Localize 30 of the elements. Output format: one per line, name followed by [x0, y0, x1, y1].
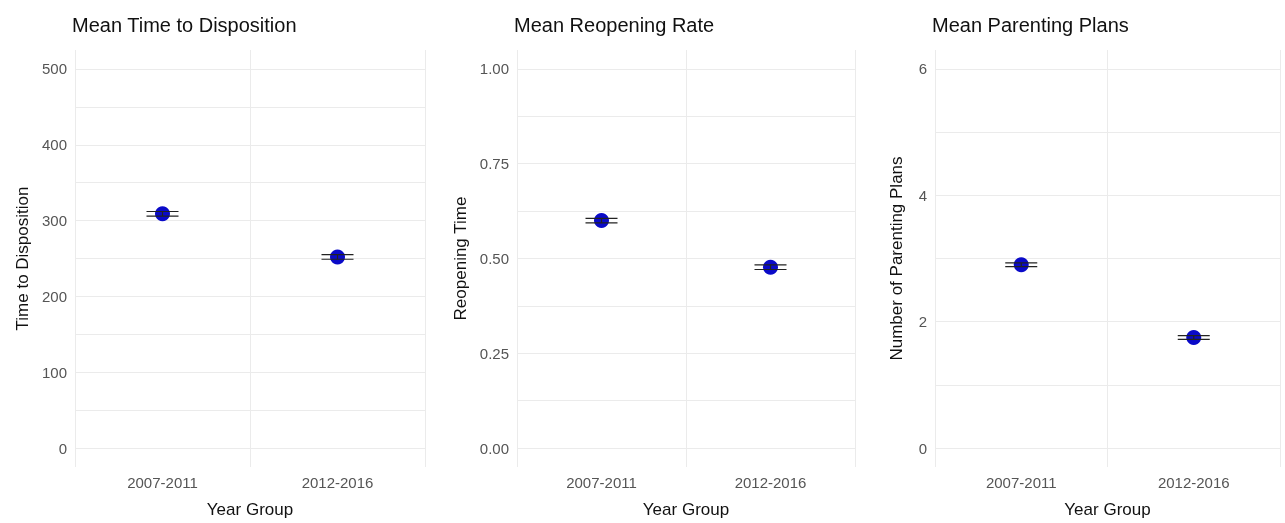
y-tick-label: 2 — [918, 313, 927, 331]
y-tick-label: 0.50 — [479, 250, 509, 267]
y-tick-label: 0.25 — [479, 344, 509, 362]
y-axis-title: Time to Disposition — [13, 186, 33, 331]
chart-title: Mean Reopening Rate — [514, 14, 715, 36]
x-axis-title: Year Group — [206, 500, 294, 519]
y-tick-label: 0.00 — [479, 439, 509, 457]
chart-title: Mean Time to Disposition — [72, 14, 297, 36]
y-tick-label: 100 — [41, 363, 67, 381]
y-tick-label: 4 — [918, 186, 927, 204]
x-tick-label: 2007-2011 — [127, 474, 198, 491]
x-tick-label: 2007-2011 — [985, 474, 1057, 491]
chart-title: Mean Parenting Plans — [932, 14, 1129, 36]
y-axis-title: Reopening Time — [450, 196, 470, 321]
x-axis-title: Year Group — [1064, 500, 1151, 519]
y-tick-label: 6 — [918, 60, 927, 78]
y-tick-label: 300 — [41, 212, 67, 230]
x-axis-title: Year Group — [642, 500, 730, 519]
y-tick-label: 0.75 — [479, 155, 509, 173]
x-tick-label: 2012-2016 — [1157, 474, 1230, 491]
y-axis-title: Number of Parenting Plans — [887, 156, 906, 361]
y-tick-label: 200 — [41, 287, 67, 305]
x-tick-label: 2012-2016 — [734, 474, 807, 491]
y-tick-label: 0 — [58, 439, 67, 457]
y-tick-label: 1.00 — [479, 60, 509, 78]
y-tick-label: 0 — [918, 439, 927, 457]
y-tick-label: 400 — [41, 136, 67, 154]
y-tick-label: 500 — [41, 60, 67, 78]
x-tick-label: 2012-2016 — [301, 474, 374, 491]
x-tick-label: 2007-2011 — [566, 474, 637, 491]
